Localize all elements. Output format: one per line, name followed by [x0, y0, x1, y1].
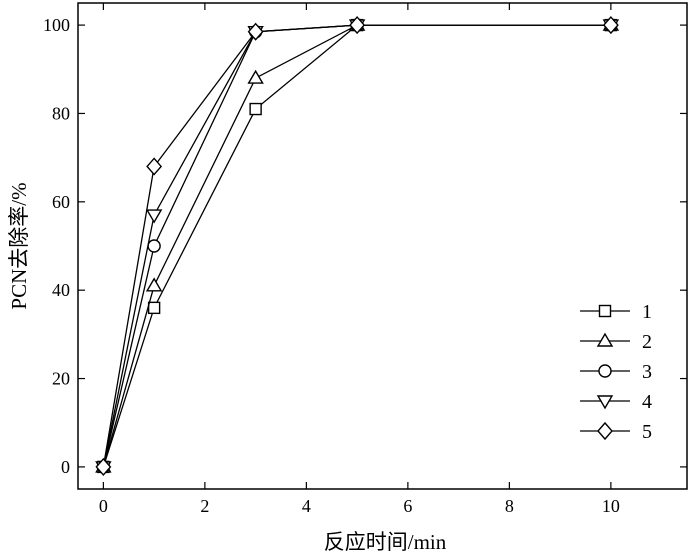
data-point [602, 16, 619, 35]
data-point [147, 239, 161, 253]
y-tick-label: 40 [52, 280, 70, 300]
series-group [95, 16, 620, 476]
legend-marker [598, 364, 612, 378]
series-5 [95, 16, 619, 476]
legend-entry: 5 [580, 421, 652, 443]
data-point [95, 457, 112, 476]
legend-entry: 2 [580, 331, 652, 353]
x-tick-label: 8 [505, 496, 514, 516]
legend-entry: 3 [580, 361, 652, 383]
series-3 [96, 18, 618, 474]
y-axis-label: PCN去除率/% [7, 182, 31, 309]
legend-entry: 4 [580, 391, 652, 413]
data-point [145, 277, 163, 292]
legend-label: 5 [642, 421, 652, 443]
data-point [145, 209, 163, 224]
x-tick-label: 4 [302, 496, 311, 516]
legend-marker [596, 395, 614, 410]
data-point [247, 22, 264, 41]
data-point [349, 16, 366, 35]
y-tick-label: 100 [43, 15, 70, 35]
series-line [102, 24, 611, 468]
y-tick-label: 60 [52, 192, 70, 212]
series-1 [97, 18, 618, 474]
y-tick-label: 0 [61, 457, 70, 477]
x-tick-label: 10 [602, 496, 620, 516]
legend: 1 2 3 4 5 [580, 301, 652, 443]
x-tick-label: 6 [403, 496, 412, 516]
data-point [249, 102, 262, 116]
legend-label: 1 [642, 301, 652, 323]
series-4 [95, 19, 620, 476]
series-line [102, 24, 611, 468]
series-2 [95, 16, 620, 473]
x-tick-label: 2 [200, 496, 209, 516]
y-tick-label: 20 [52, 369, 70, 389]
plot-frame [77, 2, 688, 490]
data-point [147, 301, 161, 315]
y-tick-label: 80 [52, 103, 70, 123]
data-point [146, 157, 163, 176]
series-line [102, 24, 611, 468]
legend-label: 3 [642, 361, 652, 383]
legend-marker [596, 332, 614, 347]
x-axis-label: 反应时间/min [324, 530, 447, 554]
legend-label: 2 [642, 331, 652, 353]
legend-marker [597, 421, 613, 441]
series-line [102, 24, 611, 468]
x-tick-label: 0 [99, 496, 108, 516]
data-point [247, 69, 264, 84]
legend-label: 4 [642, 391, 652, 413]
legend-entry: 1 [580, 301, 652, 323]
legend-marker [598, 304, 612, 318]
series-line [102, 24, 611, 468]
